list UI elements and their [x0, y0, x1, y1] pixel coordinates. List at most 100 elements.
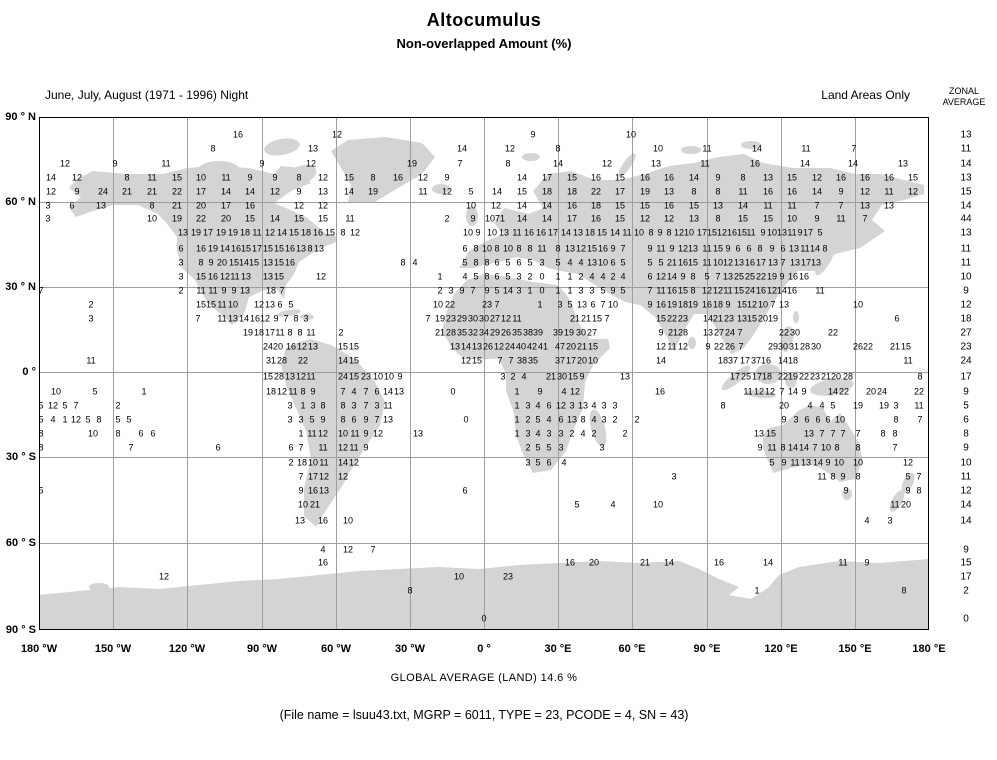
- map-value: 1: [437, 271, 443, 282]
- map-value: 15: [765, 428, 777, 439]
- map-value: 7: [620, 243, 626, 254]
- map-value: 16: [760, 355, 772, 366]
- map-value: 13: [294, 515, 306, 526]
- map-value: 13: [577, 400, 589, 411]
- map-value: 12: [555, 400, 567, 411]
- map-value: 11: [196, 285, 206, 296]
- map-value: 5: [462, 257, 468, 268]
- map-value: 12: [45, 186, 57, 197]
- map-value: 19: [787, 371, 799, 382]
- map-value: 15: [586, 243, 598, 254]
- map-value: 9: [459, 285, 465, 296]
- zonal-average-value: 8: [963, 428, 969, 440]
- map-value: 1: [567, 285, 573, 296]
- map-value: 2: [612, 414, 618, 425]
- map-value: 22: [798, 371, 810, 382]
- map-value: 11: [318, 442, 328, 453]
- map-value: 12: [70, 414, 82, 425]
- map-value: 21: [576, 341, 588, 352]
- map-value: 14: [777, 355, 789, 366]
- map-value: 13: [393, 386, 405, 397]
- map-value: 5: [546, 442, 552, 453]
- map-value: 13: [566, 414, 578, 425]
- map-value: 12: [746, 299, 758, 310]
- map-value: 10: [652, 499, 664, 510]
- zonal-average-value: 10: [960, 457, 972, 469]
- map-value: 28: [842, 371, 854, 382]
- map-value: 14: [688, 172, 700, 183]
- map-value: 7: [470, 285, 476, 296]
- map-value: 4: [807, 400, 813, 411]
- map-value: 11: [700, 158, 710, 169]
- map-value: 1: [514, 428, 520, 439]
- map-value: 8: [494, 243, 500, 254]
- map-value: 11: [787, 227, 797, 238]
- map-value: 9: [484, 285, 490, 296]
- island-sri-lanka: [688, 337, 696, 349]
- map-value: 31: [265, 355, 277, 366]
- map-value: 3: [612, 400, 618, 411]
- map-value: 21: [712, 313, 724, 324]
- map-value: 1: [300, 400, 306, 411]
- map-value: 9: [259, 158, 265, 169]
- map-value: 5: [817, 227, 823, 238]
- map-value: 18: [717, 355, 729, 366]
- map-value: 14: [220, 186, 232, 197]
- map-value: 10: [607, 299, 619, 310]
- x-axis-tick-label: 30 °E: [544, 643, 572, 655]
- map-value: 12: [677, 341, 689, 352]
- map-value: 12: [460, 355, 472, 366]
- map-value: 8: [370, 172, 376, 183]
- map-value: 7: [279, 285, 285, 296]
- map-value: 5: [567, 299, 573, 310]
- map-value: 22: [171, 186, 183, 197]
- map-value: 22: [838, 386, 850, 397]
- map-value: 12: [753, 386, 765, 397]
- map-value: 8: [834, 442, 840, 453]
- map-value: 12: [575, 243, 587, 254]
- map-value: 10: [652, 143, 664, 154]
- map-value: 14: [702, 313, 714, 324]
- zonal-average-value: 14: [960, 158, 972, 170]
- map-value: 11: [345, 213, 355, 224]
- map-value: 24: [262, 341, 274, 352]
- map-value: 2: [525, 414, 531, 425]
- map-value: 17: [220, 200, 232, 211]
- map-value: 7: [855, 428, 861, 439]
- map-value: 18: [566, 186, 578, 197]
- map-value: 12: [722, 257, 734, 268]
- map-value: 3: [558, 442, 564, 453]
- map-value: 25: [740, 371, 752, 382]
- map-value: 18: [541, 186, 553, 197]
- map-value: 12: [677, 243, 689, 254]
- map-value: 10: [820, 442, 832, 453]
- map-value: 3: [178, 271, 184, 282]
- map-value: 16: [284, 243, 296, 254]
- map-value: 20: [576, 355, 588, 366]
- map-value: 10: [786, 213, 798, 224]
- map-value: 12: [269, 186, 281, 197]
- map-value: 11: [217, 299, 227, 310]
- zonal-average-value: 18: [960, 313, 972, 325]
- map-value: 8: [648, 227, 654, 238]
- map-value: 38: [516, 355, 528, 366]
- map-value: 8: [484, 257, 490, 268]
- y-axis-tick-label: 30 ° N: [5, 281, 36, 293]
- zonal-average-value: 12: [960, 299, 972, 311]
- map-value: 9: [273, 313, 279, 324]
- y-axis-tick-label: 30 ° S: [5, 451, 36, 463]
- map-value: 12: [504, 143, 516, 154]
- map-value: 6: [462, 243, 468, 254]
- island-new-zealand-south: [889, 490, 905, 512]
- map-value: 15: [567, 371, 579, 382]
- map-value: 14: [751, 143, 763, 154]
- map-value: 34: [478, 327, 490, 338]
- meridian-gridline: [781, 117, 782, 630]
- map-value: 4: [50, 414, 56, 425]
- map-value: 18: [296, 457, 308, 468]
- map-value: 18: [712, 299, 724, 310]
- map-value: 12: [59, 158, 71, 169]
- map-value: 15: [786, 172, 798, 183]
- island-madagascar: [589, 409, 607, 447]
- map-value: 7: [494, 299, 500, 310]
